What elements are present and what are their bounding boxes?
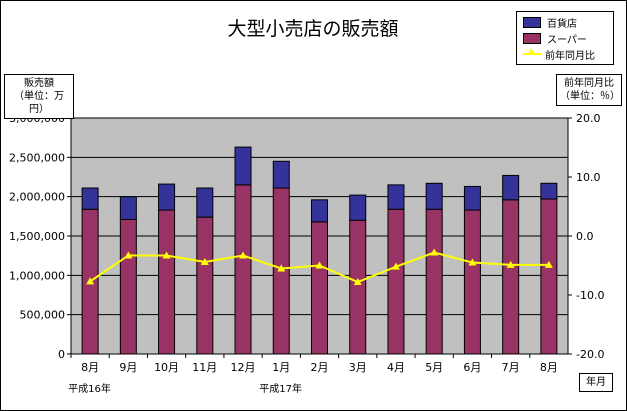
bar-department-store (425, 182, 443, 210)
x-tick-label: 10月 (154, 361, 179, 374)
left-tick-label: 0 (58, 348, 65, 361)
bar-supermarket (311, 221, 328, 355)
left-tick-label: 2,000,000 (9, 191, 65, 204)
x-tick-label: 8月 (81, 361, 99, 374)
right-axis-title: 前年同月比 （単位：％） (556, 74, 622, 106)
era-label: 平成16年 (68, 382, 111, 395)
bar-department-store (463, 185, 481, 211)
legend-item-department-store: 百貨店 (523, 15, 577, 30)
yoy-marker (430, 248, 439, 256)
x-tick-label: 8月 (540, 361, 558, 374)
x-tick-label: 12月 (231, 361, 256, 374)
right-tick-label: 10.0 (576, 171, 601, 184)
yoy-marker (315, 261, 324, 269)
legend-swatch-supermarket (523, 32, 541, 44)
x-tick-label: 6月 (463, 361, 481, 374)
left-tick-label: 1,000,000 (9, 269, 65, 282)
x-tick-label: 5月 (425, 361, 443, 374)
left-axis-title-line2: （単位：万円） (14, 91, 64, 115)
right-axis-title-line1: 前年同月比 (564, 78, 614, 89)
x-tick-label: 1月 (272, 361, 290, 374)
yoy-marker (162, 251, 171, 259)
left-axis-title-line1: 販売額 (24, 78, 54, 89)
x-tick-label: 9月 (119, 361, 137, 374)
bar-department-store (81, 187, 99, 210)
x-tick-label: 11月 (192, 361, 217, 374)
left-tick-label: 2,500,000 (9, 151, 65, 164)
yoy-marker (544, 260, 553, 268)
legend-label-department-store: 百貨店 (547, 18, 577, 30)
bar-supermarket (349, 219, 367, 355)
yoy-marker (239, 251, 248, 259)
bar-department-store (234, 146, 252, 186)
legend: 百貨店 スーパー 前年同月比 (516, 11, 614, 65)
right-axis-title-line2: （単位：％） (560, 91, 620, 102)
bar-department-store (272, 160, 290, 189)
bar-supermarket (196, 216, 214, 355)
bar-department-store (196, 187, 214, 218)
legend-item-supermarket: スーパー (523, 31, 587, 46)
x-axis-title: 年月 (579, 373, 613, 392)
bar-supermarket (234, 184, 252, 355)
bar-supermarket (540, 198, 558, 355)
x-tick-label: 2月 (311, 361, 329, 374)
bar-supermarket (158, 209, 176, 355)
chart-title: 大型小売店の販売額 (227, 18, 398, 40)
yoy-marker (200, 257, 209, 265)
bar-department-store (119, 196, 137, 220)
x-tick-label: 7月 (502, 361, 520, 374)
bar-department-store (540, 182, 558, 200)
yoy-marker (86, 277, 95, 285)
bar-department-store (311, 199, 328, 223)
right-tick-label: 20.0 (576, 112, 601, 125)
bar-supermarket (502, 199, 520, 355)
bar-supermarket (425, 208, 443, 355)
bar-supermarket (387, 208, 405, 355)
legend-item-yoy: 前年同月比 (523, 46, 595, 62)
yoy-marker (506, 260, 515, 268)
left-axis-title: 販売額 （単位：万円） (4, 74, 74, 119)
x-tick-label: 3月 (349, 361, 367, 374)
bar-supermarket (119, 218, 137, 355)
bar-supermarket (463, 209, 481, 355)
x-tick-label: 4月 (387, 361, 405, 374)
plot-area: 0 500,000 1,000,000 1,500,000 2,000,000 2,500… (9, 112, 604, 395)
legend-label-supermarket: スーパー (547, 34, 587, 46)
legend-line-yoy (523, 46, 541, 59)
yoy-marker (124, 251, 133, 259)
right-tick-label: -10.0 (576, 289, 604, 302)
right-tick-label: -20.0 (576, 348, 604, 361)
bar-department-store (349, 194, 367, 221)
yoy-marker (353, 278, 362, 286)
legend-swatch-department-store (523, 16, 541, 28)
yoy-marker (468, 258, 477, 266)
bar-department-store (387, 184, 405, 210)
yoy-marker (391, 262, 400, 270)
left-tick-label: 500,000 (20, 309, 66, 322)
bar-department-store (502, 174, 520, 201)
legend-label-yoy: 前年同月比 (545, 50, 595, 62)
bar-department-store (158, 183, 176, 211)
left-tick-label: 1,500,000 (9, 230, 65, 243)
era-label: 平成17年 (259, 382, 302, 395)
yoy-marker (277, 264, 286, 272)
right-tick-label: 0.0 (576, 230, 594, 243)
